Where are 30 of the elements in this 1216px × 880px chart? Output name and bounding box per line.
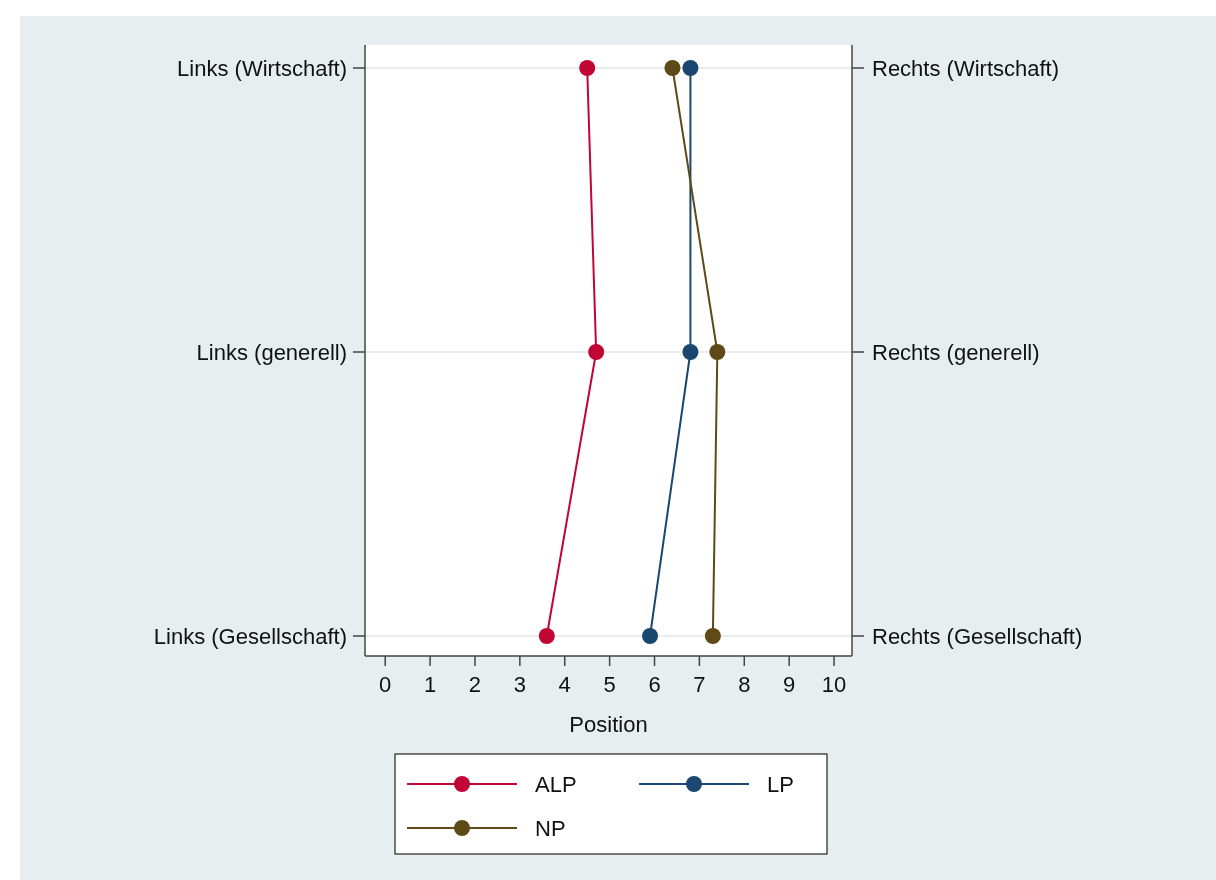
x-tick-label: 9 [783, 672, 796, 697]
x-tick-label: 10 [821, 672, 847, 697]
point [664, 60, 681, 76]
x-tick-label: 1 [423, 672, 437, 697]
y-tick-label: Links (generell) [196, 339, 347, 365]
point [579, 60, 596, 76]
y-tick-label: Links (Wirtschaft) [177, 55, 347, 81]
point [709, 344, 726, 360]
x-tick-label: 7 [693, 672, 706, 697]
y2-tick-label: Rechts (Gesellschaft) [872, 623, 1083, 649]
point [682, 60, 699, 76]
x-tick-label: 6 [648, 672, 661, 697]
x-axis-title: Position [569, 712, 648, 737]
x-tick-label: 8 [738, 672, 751, 697]
y-tick-label: Links (Gesellschaft) [153, 623, 347, 649]
legend-label: LP [767, 771, 794, 797]
x-tick-label: 0 [379, 672, 392, 697]
legend-label: ALP [535, 771, 577, 797]
y2-tick-label: Rechts (Wirtschaft) [872, 55, 1060, 81]
x-tick-label: 5 [603, 672, 616, 697]
point [538, 628, 555, 644]
point [642, 628, 659, 644]
x-tick-label: 2 [468, 672, 482, 697]
x-tick-label: 3 [513, 672, 526, 697]
point [588, 344, 605, 360]
point [704, 628, 721, 644]
x-tick-label: 4 [558, 672, 571, 697]
legend-label: NP [535, 815, 566, 841]
point [682, 344, 699, 360]
y2-tick-label: Rechts (generell) [872, 339, 1040, 365]
